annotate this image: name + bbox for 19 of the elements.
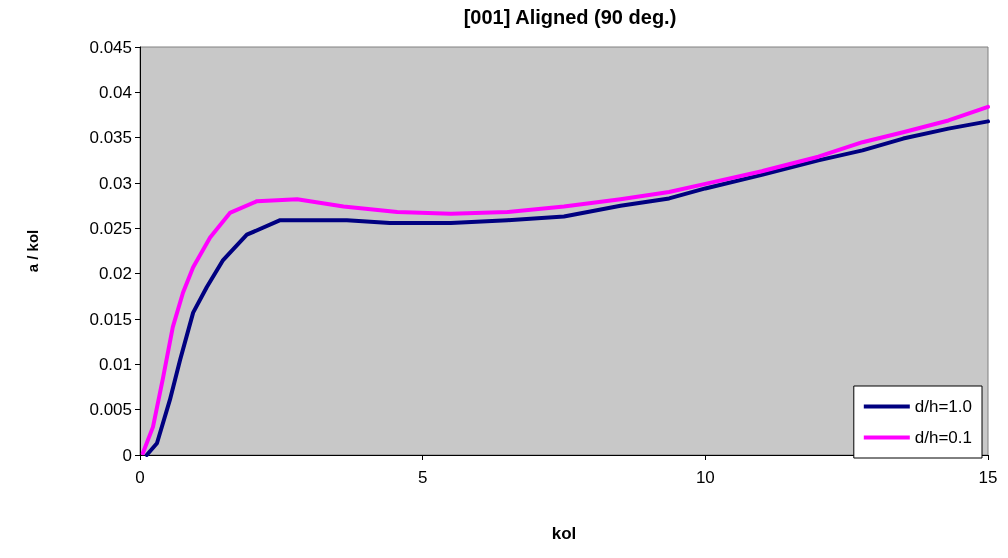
- y-tick-label: 0.045: [89, 37, 132, 57]
- legend-label: d/h=1.0: [914, 397, 973, 416]
- chart-title: [001] Aligned (90 deg.): [463, 6, 677, 28]
- x-tick-label: 0: [135, 468, 145, 487]
- y-tick-label: 0.025: [89, 218, 132, 238]
- y-tick-label: 0.01: [98, 354, 132, 374]
- y-tick-label: 0.03: [98, 173, 132, 193]
- y-tick-label: 0.02: [98, 264, 132, 284]
- y-tick-label: 0.035: [89, 128, 132, 148]
- y-tick-label: 0.04: [98, 82, 132, 102]
- y-axis-title: a / kol: [24, 229, 41, 273]
- y-tick-label: 0.015: [89, 309, 132, 329]
- y-tick-label: 0: [122, 445, 132, 465]
- x-tick-label: 5: [417, 468, 428, 487]
- y-tick-label: 0.005: [89, 400, 132, 420]
- x-tick-label: 15: [978, 468, 998, 487]
- legend-label: d/h=0.1: [914, 428, 973, 447]
- x-axis-title: kol: [551, 524, 577, 543]
- x-tick-label: 10: [695, 468, 715, 487]
